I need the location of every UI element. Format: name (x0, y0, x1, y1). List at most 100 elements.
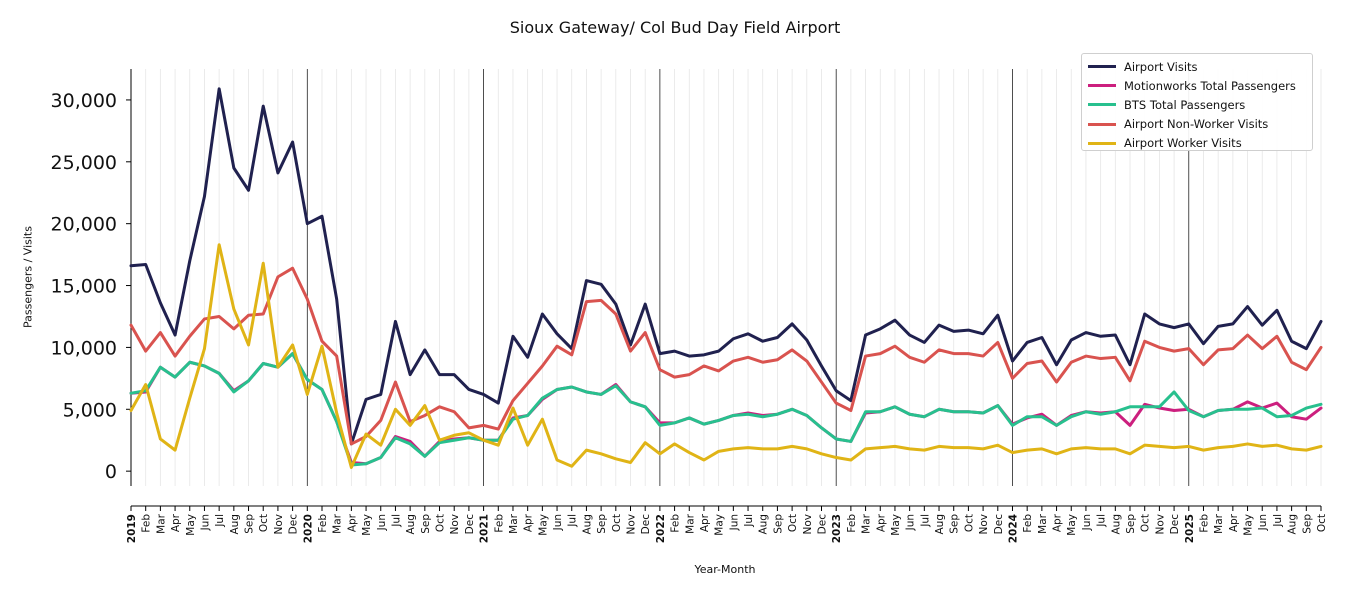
x-tick-label: Jul (1272, 514, 1284, 528)
x-tick-label: Feb (493, 514, 505, 533)
legend-swatch (1088, 103, 1116, 107)
x-tick-label: Jun (1257, 514, 1269, 531)
x-tick-label: Aug (1110, 514, 1122, 535)
x-axis-label: Year-Month (694, 563, 756, 576)
y-tick-label: 20,000 (51, 214, 117, 236)
x-tick-label: Feb (670, 514, 682, 533)
x-tick-label: May (1243, 514, 1255, 536)
x-tick-label: Jul (743, 514, 755, 528)
chart-title: Sioux Gateway/ Col Bud Day Field Airport (509, 18, 841, 37)
x-tick-label: Jul (919, 514, 931, 528)
x-tick-label: Apr (699, 513, 711, 532)
y-tick-label: 5,000 (63, 399, 117, 421)
x-tick-label: Dec (1169, 514, 1181, 535)
legend-item: Airport Visits (1088, 57, 1306, 76)
x-tick-label: Nov (449, 514, 461, 535)
x-tick-label: Jul (1096, 514, 1108, 528)
x-tick-label: Nov (626, 514, 638, 535)
x-tick-label: Feb (1198, 514, 1210, 533)
y-tick-label: 25,000 (51, 152, 117, 174)
x-tick-label: Jun (1081, 514, 1093, 531)
x-tick-label: Apr (170, 513, 182, 532)
x-tick-label: Oct (258, 514, 270, 532)
x-tick-label: Mar (155, 513, 167, 533)
x-tick-label: Aug (405, 514, 417, 535)
x-tick-label: Mar (1037, 513, 1049, 533)
x-tick-label: Mar (684, 513, 696, 533)
legend-label: Motionworks Total Passengers (1124, 78, 1296, 93)
legend-item: BTS Total Passengers (1088, 95, 1306, 114)
x-tick-label: Jun (552, 514, 564, 531)
legend-swatch (1088, 141, 1116, 145)
x-tick-label: Oct (1316, 514, 1328, 532)
legend-item: Airport Non-Worker Visits (1088, 115, 1306, 134)
x-tick-label: Feb (141, 514, 153, 533)
x-tick-label: Nov (273, 514, 285, 535)
legend-swatch (1088, 84, 1116, 88)
x-tick-label: 2021 (479, 514, 491, 543)
x-tick-label: Mar (508, 513, 520, 533)
x-tick-label: Apr (523, 513, 535, 532)
y-tick-label: 15,000 (51, 276, 117, 298)
x-tick-label: May (1066, 514, 1078, 536)
x-tick-label: 2025 (1184, 514, 1196, 543)
legend-swatch (1088, 122, 1116, 126)
x-tick-label: Aug (758, 514, 770, 535)
x-tick-label: Aug (229, 514, 241, 535)
x-tick-label: Nov (802, 514, 814, 535)
x-tick-label: Feb (846, 514, 858, 533)
legend-item: Motionworks Total Passengers (1088, 76, 1306, 95)
legend: Airport Visits Motionworks Total Passenge… (1081, 53, 1313, 151)
x-tick-label: Oct (435, 514, 447, 532)
x-tick-label: Mar (332, 513, 344, 533)
legend-swatch (1088, 65, 1116, 69)
x-tick-label: May (537, 514, 549, 536)
x-tick-label: Feb (317, 514, 329, 533)
y-axis-label: Passengers / Visits (21, 226, 35, 328)
series-line-airport-non-worker-visits (129, 266, 1323, 446)
x-tick-label: Oct (611, 514, 623, 532)
x-tick-label: Jul (567, 514, 579, 528)
x-tick-label: Apr (1052, 513, 1064, 532)
x-tick-label: Sep (1125, 514, 1137, 534)
x-tick-label: Sep (949, 514, 961, 534)
x-tick-label: 2019 (126, 514, 138, 543)
x-tick-label: Mar (1213, 513, 1225, 533)
y-tick-label: 30,000 (51, 90, 117, 112)
legend-label: Airport Visits (1124, 59, 1198, 74)
x-tick-label: Nov (978, 514, 990, 535)
legend-label: Airport Non-Worker Visits (1124, 117, 1269, 132)
x-tick-label: 2020 (302, 514, 314, 543)
x-tick-label: Dec (464, 514, 476, 535)
series-line-airport-visits (129, 87, 1323, 446)
x-tick-label: Dec (816, 514, 828, 535)
x-tick-label: Jul (214, 514, 226, 528)
x-tick-label: 2024 (1007, 514, 1019, 543)
x-tick-label: Sep (772, 514, 784, 534)
x-tick-label: Sep (596, 514, 608, 534)
series-line-airport-worker-visits (129, 243, 1323, 469)
x-tick-label: Feb (1022, 514, 1034, 533)
x-tick-label: Dec (640, 514, 652, 535)
y-tick-label: 0 (105, 461, 117, 483)
x-tick-label: Jun (376, 514, 388, 531)
x-tick-label: Aug (581, 514, 593, 535)
x-tick-label: Aug (1287, 514, 1299, 535)
x-tick-label: Jun (728, 514, 740, 531)
x-tick-label: May (185, 514, 197, 536)
x-tick-label: Sep (244, 514, 256, 534)
x-tick-label: Oct (963, 514, 975, 532)
x-tick-label: Oct (787, 514, 799, 532)
x-tick-label: Apr (875, 513, 887, 532)
x-tick-label: 2023 (831, 514, 843, 543)
x-tick-label: Jul (390, 514, 402, 528)
x-tick-label: Apr (1228, 513, 1240, 532)
x-tick-label: Apr (346, 513, 358, 532)
x-tick-label: Dec (993, 514, 1005, 535)
x-tick-label: May (361, 514, 373, 536)
x-tick-label: Sep (1301, 514, 1313, 534)
y-tick-label: 10,000 (51, 337, 117, 359)
x-tick-label: Aug (934, 514, 946, 535)
